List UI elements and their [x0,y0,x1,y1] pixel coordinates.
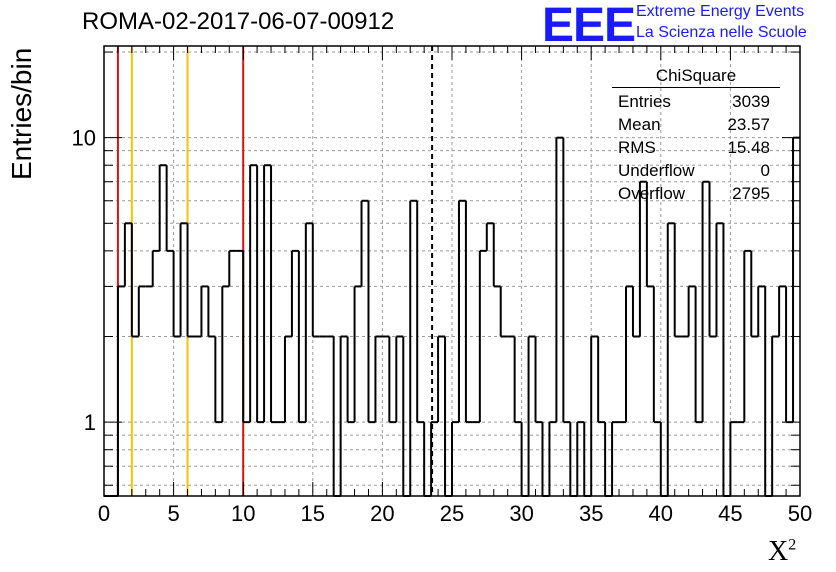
stats-row-overflow: Overflow 2795 [618,184,770,203]
stats-row-underflow: Underflow 0 [618,161,770,180]
x-tick-label: 5 [167,501,179,526]
stats-row-rms: RMS 15.48 [618,138,770,157]
y-axis-label: Entries/bin [6,47,37,180]
chart-title: ROMA-02-2017-06-07-00912 [82,8,395,35]
x-tick-label: 45 [718,501,742,526]
stats-box: ChiSquare Entries 3039 Mean 23.57 RMS 15.48… [612,66,780,205]
x-tick-label: 50 [788,501,812,526]
stats-title: ChiSquare [612,66,780,88]
stats-row-entries: Entries 3039 [618,92,770,111]
x-tick-label: 15 [301,501,325,526]
logo-line-1: Extreme Energy Events [636,3,805,20]
x-tick-label: 20 [370,501,394,526]
x-tick-label: 0 [98,501,110,526]
x-tick-label: 35 [579,501,603,526]
logo-line-2: La Scienza nelle Scuole [636,24,807,41]
x-axis-label: X2 [768,536,797,567]
x-tick-label: 30 [509,501,533,526]
stats-row-mean: Mean 23.57 [618,115,770,134]
y-tick-label: 10 [72,126,96,151]
x-tick-label: 40 [649,501,673,526]
y-tick-label: 1 [84,410,96,435]
x-tick-label: 25 [440,501,464,526]
eee-logo: EEE [542,0,636,52]
x-tick-label: 10 [231,501,255,526]
